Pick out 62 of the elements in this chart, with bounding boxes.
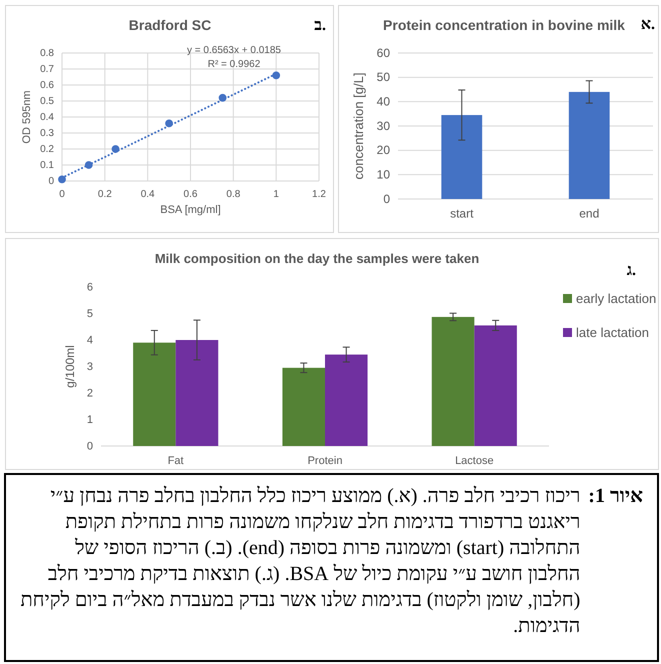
bar (474, 325, 517, 446)
y-axis-title: g/100ml (63, 345, 77, 388)
bar (133, 342, 176, 446)
x-tick-label: 0.2 (98, 189, 112, 200)
point (58, 176, 66, 184)
bar (325, 354, 368, 446)
y-tick-label: 0 (48, 176, 54, 188)
y-tick-label: 4 (86, 334, 93, 347)
y-tick-label: 2 (86, 388, 93, 400)
text: א. (640, 16, 655, 33)
y-tick-label: 3 (86, 361, 93, 374)
x-tick-label: Fat (168, 454, 184, 467)
x-axis-title: BSA [mg/ml] (160, 204, 221, 216)
y-tick-label: 40 (376, 94, 390, 109)
y-tick-label: 0.1 (40, 160, 54, 172)
y-tick-label: 0.3 (40, 128, 54, 140)
y-tick-label: 0.5 (40, 96, 54, 108)
annotation: R² = 0.9962 (208, 59, 261, 70)
x-tick-label: 1 (273, 189, 280, 200)
x-tick-label: end (579, 206, 600, 221)
y-tick-label: 0.2 (40, 144, 54, 156)
text: ג. (626, 262, 636, 279)
text: ריכוז רכיבי חלב פרה. (א.) ממוצע ריכוז כלל החלבון בחלב פרה נבחן ע״י ריאגנט ברדפורד בדגימות חלב שנלקחו משמונה פרות בתחילת תקופת התחלובה (start) ומשמונה פרות בסופה (end). (ב.) הריכוז הסופי של החלבון חושב ע״י עקומת כיול של BSA. (ג.) תוצאות בדיקת מרכיבי חלב (חלבון, שומן ולקטוז) בדגימות שלנו אשר נבדק במעבדת מאל״ה ביום לקיחת הדגימות. (20, 485, 580, 637)
chart-title: Bradford SC (128, 17, 212, 33)
chart-title: Protein concentration in bovine milk (383, 17, 626, 33)
annotation: y = 0.6563x + 0.0185 (187, 45, 282, 56)
text: ב. (314, 17, 326, 34)
bar (282, 368, 325, 446)
y-axis-title: concentration [g/L] (351, 72, 366, 180)
y-tick-label: 6 (86, 282, 93, 294)
y-tick-label: 0.8 (40, 48, 54, 60)
point (84, 161, 93, 169)
x-tick-label: 0.4 (140, 189, 156, 200)
y-tick-label: 5 (86, 308, 93, 320)
text: איור 1: (588, 484, 643, 509)
y-tick-label: 60 (376, 46, 390, 60)
y-tick-label: 0.4 (40, 112, 54, 124)
x-tick-label: 0.8 (226, 189, 241, 200)
x-tick-label: Lactose (455, 454, 494, 467)
y-tick-label: 30 (376, 118, 390, 133)
y-tick-label: 50 (376, 70, 390, 84)
y-tick-label: 1 (86, 414, 93, 426)
legend-label: late lactation (576, 325, 649, 340)
point (112, 145, 120, 153)
y-tick-label: 10 (376, 168, 390, 182)
y-tick-label: 0 (86, 440, 93, 453)
x-tick-label: 1.2 (312, 189, 326, 200)
point (272, 72, 280, 80)
y-tick-label: 20 (376, 143, 390, 158)
x-tick-label: 0.6 (184, 189, 198, 200)
point (218, 94, 227, 102)
y-tick-label: 0.6 (40, 80, 54, 92)
point (165, 120, 173, 128)
chart-title: Milk composition on the day the samples were taken (154, 251, 480, 266)
bar (432, 316, 474, 446)
legend-label: early lactation (576, 291, 656, 306)
x-tick-label: 0 (59, 189, 66, 200)
x-tick-label: start (450, 206, 474, 221)
bar (176, 340, 218, 446)
y-axis-title: OD 595nm (21, 90, 33, 144)
y-tick-label: 0.7 (40, 64, 54, 76)
x-tick-label: Protein (308, 454, 342, 467)
